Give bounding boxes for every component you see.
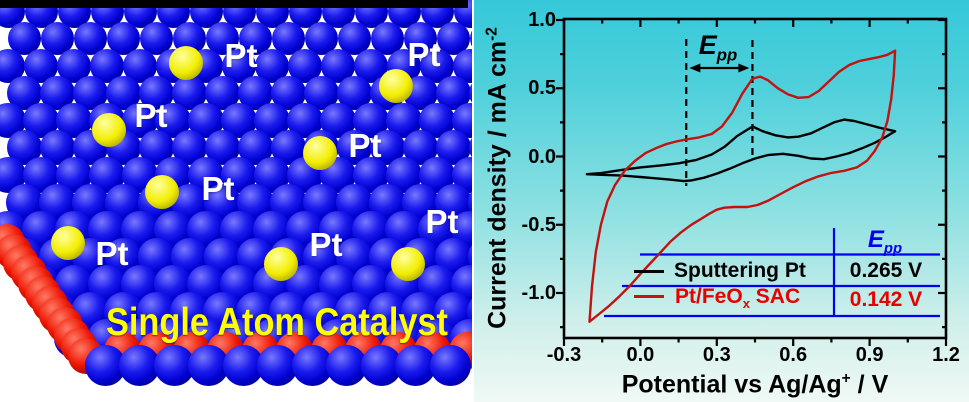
substrate-atom	[119, 344, 160, 386]
legend-label-ptfeox-sac: Pt/FeOx SAC	[675, 284, 800, 317]
y-tick-label: -0.5	[521, 213, 556, 236]
substrate-atom	[188, 344, 229, 386]
legend-line-sample-black	[634, 270, 664, 273]
pt-single-atom	[303, 136, 337, 170]
x-tick-label: 0.0	[626, 344, 655, 366]
top-edge-bar	[0, 0, 468, 8]
ptfeox-suffix: SAC	[749, 285, 801, 308]
substrate-atom	[452, 48, 472, 83]
pt-single-atom	[51, 226, 85, 260]
x-axis-title-superscript: +	[841, 370, 851, 387]
pt-single-atom	[92, 113, 126, 147]
cv-chart-panel: Current density / mA cm-2 Potential vs A…	[474, 0, 969, 402]
cv-chart-plot	[556, 17, 948, 346]
substrate-atom	[452, 102, 472, 138]
pt-atom-label: Pt	[224, 37, 258, 74]
legend-header-subscript: pp	[883, 240, 903, 257]
atom-lattice: Pt Pt Pt Pt Pt Pt Pt Pt	[0, 0, 472, 402]
y-tick-label: -1.0	[521, 282, 556, 304]
x-tick-label: 0.9	[855, 344, 884, 366]
catalyst-illustration-panel: Pt Pt Pt Pt Pt Pt Pt Pt Single Atom Catalyst	[0, 0, 474, 402]
epp-symbol: E	[698, 30, 717, 60]
y-tick-label: 0.5	[528, 77, 556, 100]
y-tick-label: 1.0	[528, 9, 556, 31]
substrate-atom	[468, 183, 472, 221]
legend-line-sample-red	[634, 295, 664, 298]
substrate-atom	[222, 344, 264, 386]
pt-single-atom	[379, 69, 413, 103]
substrate-atom	[84, 344, 126, 386]
pt-atom-label: Pt	[309, 226, 343, 263]
substrate-atom	[429, 344, 471, 386]
substrate-atom	[467, 237, 472, 276]
cv-curve-sputtering-pt	[585, 118, 897, 183]
substrate-atom	[291, 344, 333, 386]
epp-arrowhead-right	[738, 63, 750, 73]
pt-single-atom	[169, 46, 203, 80]
substrate-atom	[466, 291, 472, 331]
ptfeox-name: Pt/FeO	[675, 285, 743, 308]
x-axis-title-text: Potential vs Ag/Ag	[621, 370, 842, 399]
pt-atom-label: Pt	[425, 203, 459, 240]
substrate-atom	[395, 344, 436, 386]
substrate-atom	[360, 344, 402, 386]
peak-separation-annotation: Epp	[670, 30, 766, 65]
epp-arrowhead-left	[689, 63, 701, 73]
legend-label-sputtering-pt: Sputtering Pt	[674, 259, 806, 282]
substrate-atom	[469, 21, 472, 56]
substrate-atom	[153, 344, 195, 386]
x-tick-label: 1.2	[932, 344, 960, 366]
substrate-atom	[468, 129, 472, 166]
x-axis-title: Potential vs Ag/Ag+ / V	[564, 370, 946, 399]
pt-atom-label: Pt	[407, 36, 441, 73]
pt-atom-label: Pt	[95, 235, 129, 272]
pt-single-atom	[264, 247, 298, 281]
x-tick-label: -0.3	[546, 344, 582, 366]
substrate-atom	[326, 344, 367, 386]
pt-atom-label: Pt	[134, 97, 168, 134]
y-tick-label: 0.0	[528, 145, 556, 168]
legend-table-header: Epp	[844, 226, 926, 257]
legend-value-ptfeox-sac: 0.142 V	[849, 288, 923, 311]
cv-curve-pt-feox-sac	[588, 49, 897, 323]
legend-value-sputtering-pt: 0.265 V	[849, 259, 923, 282]
x-axis-title-suffix: / V	[850, 370, 889, 399]
pt-atom-label: Pt	[201, 170, 235, 207]
catalyst-caption: Single Atom Catalyst	[105, 301, 448, 344]
substrate-atom	[469, 75, 472, 111]
x-tick-label: 0.3	[702, 344, 731, 366]
pt-single-atom	[145, 175, 179, 209]
legend-header-symbol: E	[867, 226, 884, 253]
pt-single-atom	[391, 247, 425, 281]
pt-atom-label: Pt	[348, 127, 382, 164]
x-tick-label: 0.6	[779, 344, 808, 366]
epp-subscript: pp	[716, 45, 738, 65]
ptfeox-subscript: x	[742, 296, 750, 312]
substrate-atom	[257, 344, 298, 386]
